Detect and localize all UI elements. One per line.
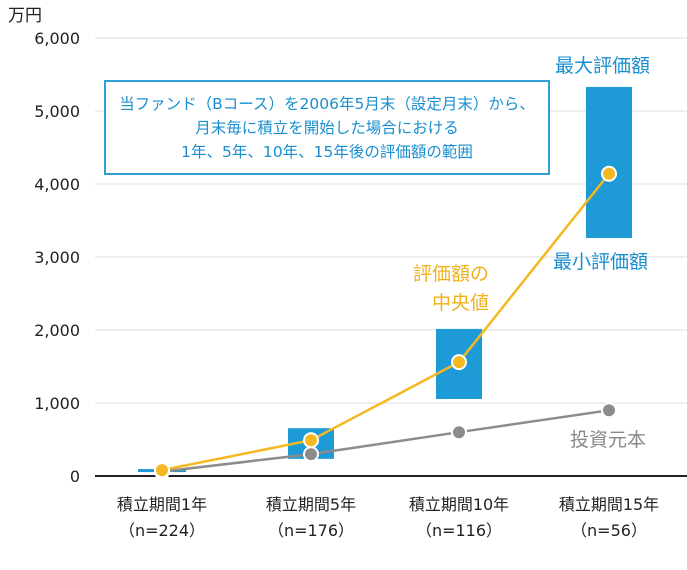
x-tick-label-n: （n=224） [119,521,205,540]
series-point [303,432,319,449]
series-point [154,462,170,479]
x-tick-label: 積立期間5年 [266,495,356,514]
x-tick-label: 積立期間15年 [559,495,659,514]
series-point [451,354,467,371]
y-axis-unit: 万円 [8,6,42,26]
y-tick-label: 1,000 [34,394,80,413]
series-point [601,165,617,182]
range-bar [586,86,632,239]
note-line: 1年、5年、10年、15年後の評価額の範囲 [181,143,473,161]
y-tick-label: 3,000 [34,248,80,267]
series-line [161,173,610,472]
x-tick-label-n: （n=56） [571,521,647,540]
y-tick-label: 2,000 [34,321,80,340]
series-point [303,446,319,463]
x-tick-label: 積立期間10年 [409,495,509,514]
median-label-2: 中央値 [432,292,490,314]
median-label-1: 評価額の [413,263,490,285]
series-point [601,402,617,419]
note-line: 月末毎に積立を開始した場合における [195,119,459,137]
y-tick-label: 5,000 [34,102,80,121]
x-tick-label-n: （n=116） [416,521,502,540]
min-label: 最小評価額 [553,251,649,273]
max-label: 最大評価額 [555,55,651,77]
series-point [451,424,467,441]
x-tick-label: 積立期間1年 [117,495,207,514]
note-box: 当ファンド（Bコース）を2006年5月末（設定月末）から、 月末毎に積立を開始し… [104,80,550,175]
x-tick-label-n: （n=176） [268,521,354,540]
series-line [161,409,610,473]
principal-label: 投資元本 [570,429,647,451]
y-tick-label: 0 [70,467,80,486]
note-line: 当ファンド（Bコース）を2006年5月末（設定月末）から、 [119,95,535,113]
y-tick-label: 6,000 [34,29,80,48]
y-tick-label: 4,000 [34,175,80,194]
